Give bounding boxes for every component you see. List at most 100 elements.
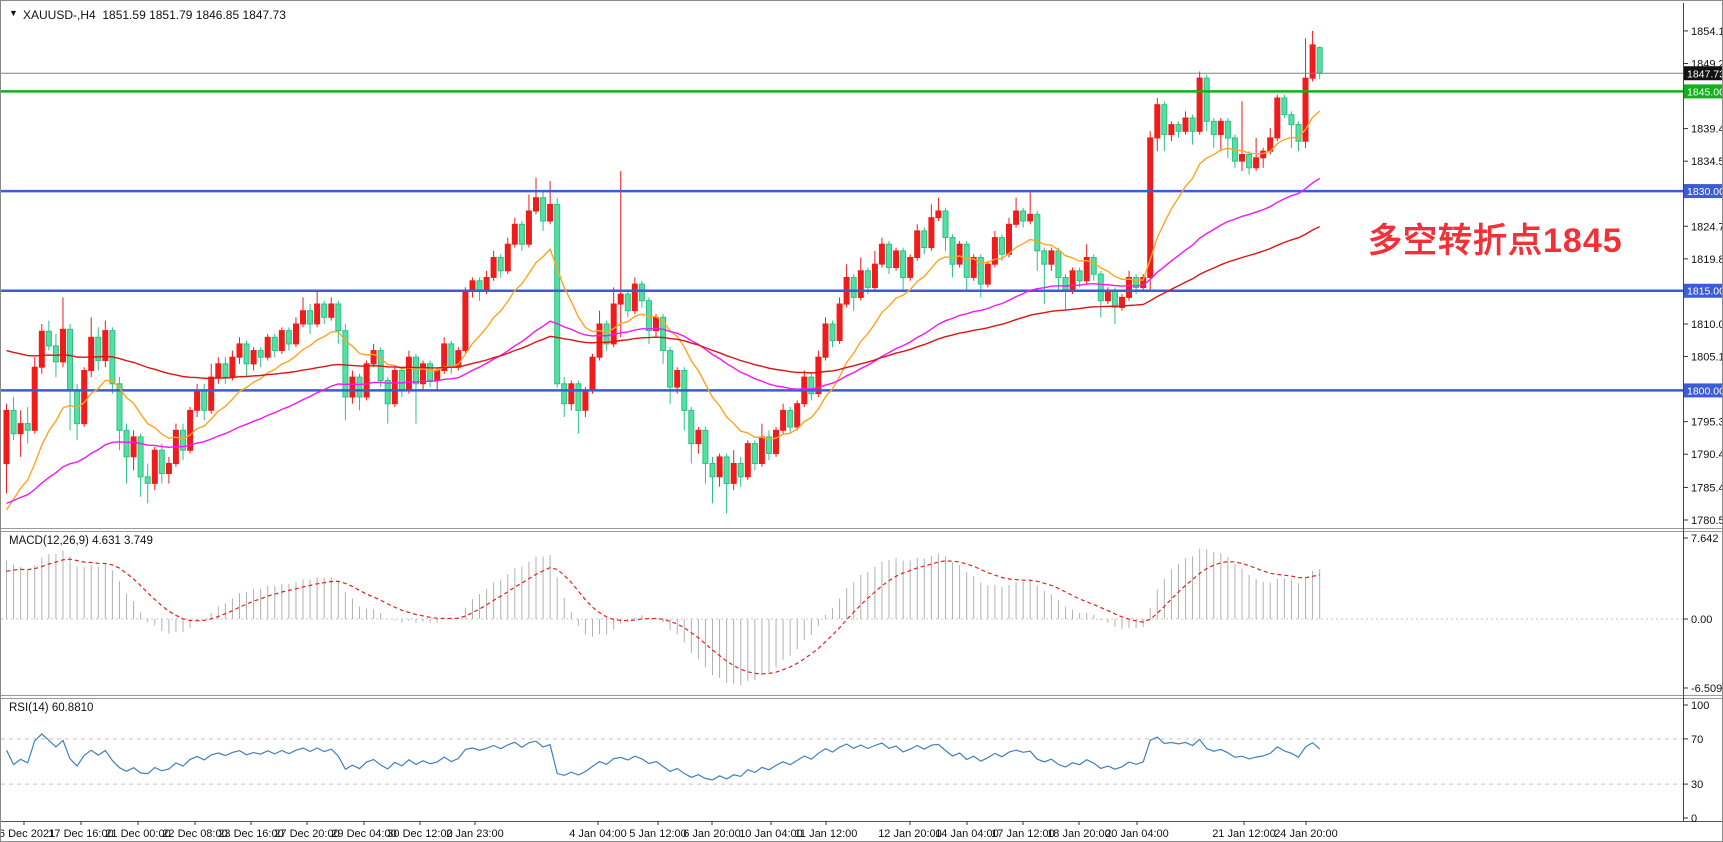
candle: [582, 389, 589, 411]
candle: [991, 237, 998, 265]
candle: [737, 463, 744, 478]
candle: [391, 370, 398, 405]
candle: [151, 449, 158, 484]
ma-mid-magenta: [6, 177, 1321, 505]
candle: [307, 310, 314, 325]
candle: [942, 210, 949, 239]
candle: [596, 323, 603, 358]
time-axis-label: 17 Jan 12:00: [991, 828, 1055, 840]
candle: [935, 210, 942, 219]
price-tag: [1684, 283, 1722, 298]
axis-tick-label: 1805.10: [1691, 352, 1723, 364]
candle: [780, 409, 787, 431]
candle: [1097, 273, 1104, 302]
time-axis-label: 27 Dec 20:00: [274, 828, 339, 840]
candle: [60, 328, 66, 363]
axis-tick-label: 1834.50: [1691, 156, 1723, 168]
price-tag: [1684, 383, 1722, 398]
candle: [766, 436, 772, 454]
candle: [794, 403, 801, 428]
time-axis-label: 11 Jan 12:00: [795, 828, 858, 840]
time-axis-label: 16 Dec 2021: [1, 828, 55, 840]
candle: [165, 463, 172, 474]
candle: [1217, 120, 1224, 136]
candle: [730, 463, 737, 484]
candle: [349, 376, 356, 398]
candle: [787, 409, 794, 428]
candle: [469, 280, 476, 292]
candle: [363, 363, 370, 398]
candle: [483, 277, 490, 292]
symbol-label: XAUUSD-,H4: [23, 8, 96, 22]
candle: [38, 330, 45, 368]
candle: [201, 389, 208, 411]
axis-tick-label: 1795.30: [1691, 417, 1723, 429]
candle: [1253, 157, 1260, 169]
candle: [758, 436, 765, 464]
candle: [1062, 277, 1069, 292]
candle: [744, 443, 751, 478]
candle: [956, 243, 963, 265]
candle: [907, 257, 914, 278]
axis-tick-label: 1785.40: [1691, 482, 1723, 494]
candle: [850, 277, 857, 298]
candle: [702, 429, 709, 464]
candle: [1111, 290, 1118, 308]
candle: [1224, 120, 1231, 139]
axis-tick-label: 70: [1691, 734, 1703, 746]
symbol-dropdown-icon[interactable]: ▼: [9, 8, 18, 18]
candle: [575, 383, 582, 411]
moving-averages: [5, 110, 1321, 511]
candle: [462, 290, 469, 352]
price-level-lines: [1, 72, 1683, 392]
time-axis-label: 6 Jan 20:00: [683, 828, 741, 840]
axis-tick-label: 1780.50: [1691, 515, 1723, 527]
candle: [928, 217, 935, 249]
time-axis-label: 29 Dec 04:00: [331, 828, 396, 840]
price-tag: [1684, 66, 1722, 81]
candle: [342, 330, 349, 398]
candle: [384, 380, 391, 405]
candle: [1133, 277, 1140, 288]
candle: [1090, 257, 1097, 275]
rsi-line: [5, 733, 1321, 781]
candle: [1168, 124, 1175, 136]
candle: [518, 223, 525, 245]
time-axis-label: 17 Dec 16:00: [48, 828, 113, 840]
candle: [1295, 124, 1302, 142]
axis-tick-label: 1824.70: [1691, 221, 1723, 233]
candle: [1119, 296, 1125, 308]
candle: [949, 237, 956, 265]
candle: [194, 389, 201, 411]
candle: [1069, 270, 1076, 292]
axis-tick-label: 0: [1691, 813, 1697, 825]
candle: [540, 197, 547, 222]
candle: [1309, 44, 1316, 79]
candle: [300, 310, 306, 325]
axis-tick-label: 30: [1691, 779, 1703, 791]
candle: [808, 376, 815, 395]
candle: [815, 356, 822, 395]
candle: [660, 316, 667, 351]
candle: [525, 210, 532, 245]
svg-text:1800.00: 1800.00: [1687, 385, 1723, 397]
candle: [1196, 77, 1203, 132]
candle: [1175, 124, 1182, 132]
candle: [1316, 47, 1323, 74]
time-axis-label: 14 Jan 04:00: [935, 828, 999, 840]
candle: [695, 429, 702, 445]
candle: [963, 243, 970, 278]
candle: [215, 363, 222, 378]
candle: [533, 197, 539, 212]
candle: [900, 250, 907, 278]
candle: [427, 363, 434, 381]
candle: [822, 323, 829, 358]
candle: [17, 423, 24, 435]
candle: [314, 303, 321, 325]
candle: [674, 370, 681, 388]
candle: [102, 330, 109, 362]
candle: [243, 343, 250, 365]
candle: [1041, 250, 1048, 265]
